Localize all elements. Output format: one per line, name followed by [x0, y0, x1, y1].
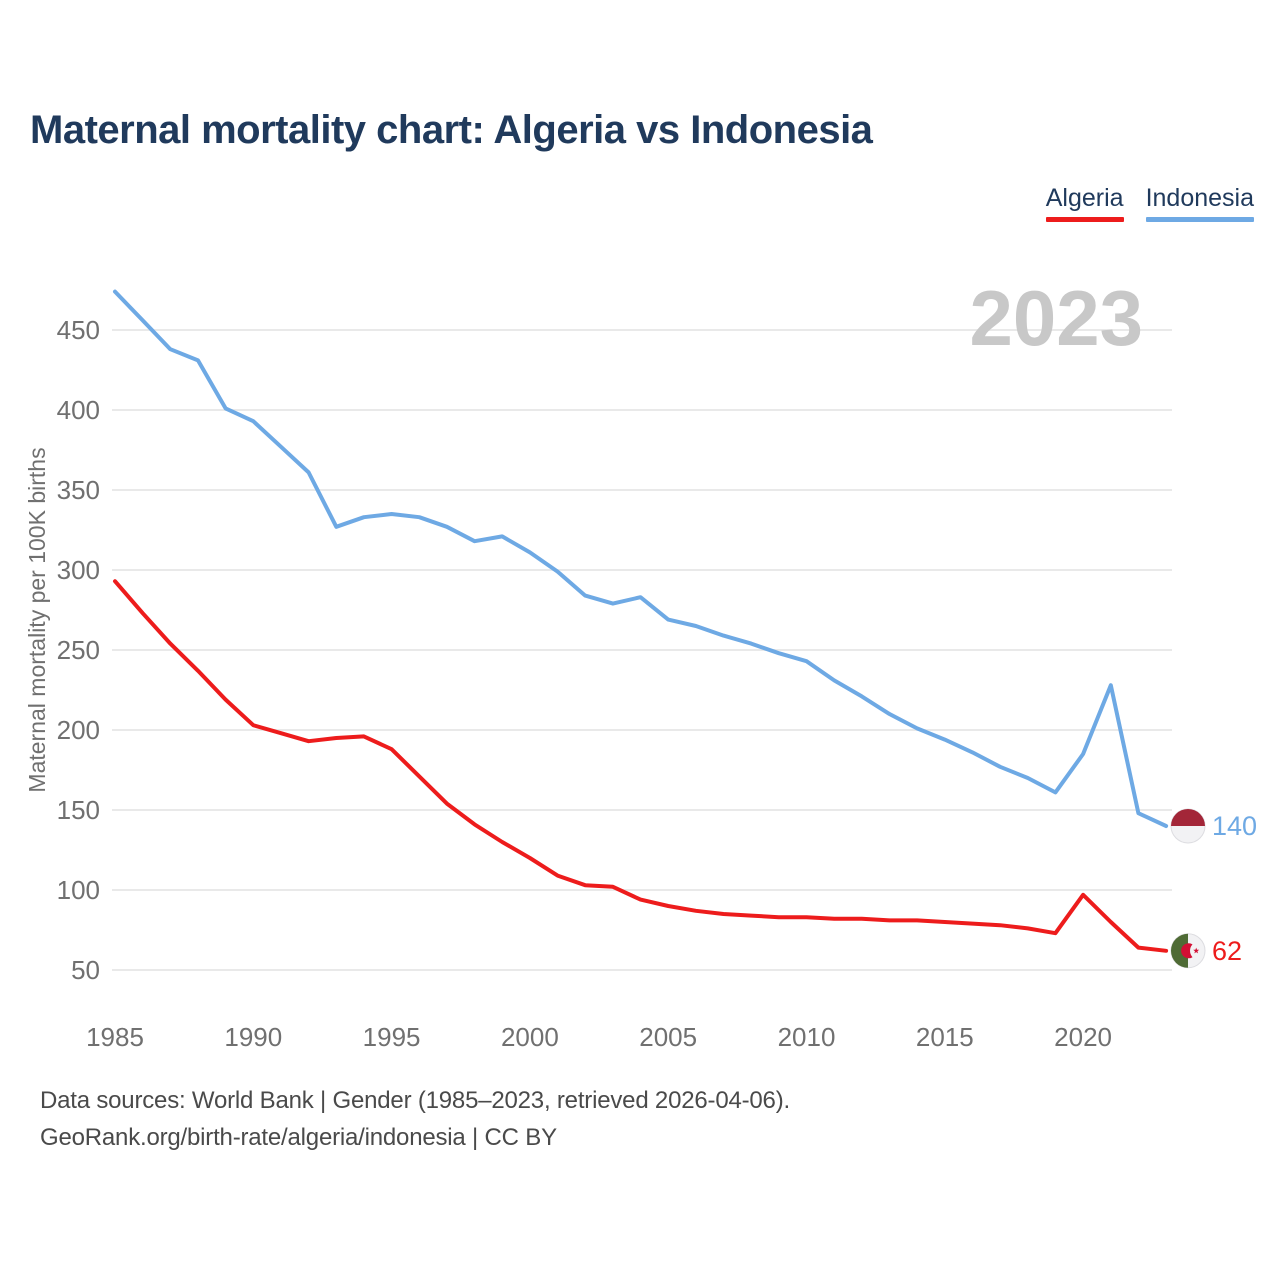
y-tick-label-150: 150 [57, 795, 100, 825]
y-axis-title: Maternal mortality per 100K births [24, 447, 50, 792]
x-tick-label-2020: 2020 [1054, 1022, 1112, 1052]
x-tick-label-1985: 1985 [86, 1022, 144, 1052]
algeria-line [113, 579, 1169, 953]
algeria-flag-crescent [1181, 943, 1193, 959]
indonesia-flag-red-half [1171, 809, 1205, 826]
y-tick-label-350: 350 [57, 475, 100, 505]
y-tick-label-100: 100 [57, 875, 100, 905]
algeria-flag-green-half [1171, 933, 1188, 968]
x-tick-label-2000: 2000 [501, 1022, 559, 1052]
legend-underline-indonesia [1145, 217, 1254, 222]
x-tick-label-2010: 2010 [778, 1022, 836, 1052]
legend: Algeria Indonesia [1045, 184, 1254, 222]
indonesia-line [113, 289, 1169, 828]
indonesia-end-value-label: 140 [1212, 811, 1257, 841]
x-tick-label-2005: 2005 [639, 1022, 697, 1052]
page-title: Maternal mortality chart: Algeria vs Ind… [30, 108, 873, 152]
x-tick-label-2015: 2015 [916, 1022, 974, 1052]
y-tick-label-250: 250 [57, 635, 100, 665]
y-tick-label-300: 300 [57, 555, 100, 585]
data-source-footer: Data sources: World Bank | Gender (1985–… [40, 1082, 790, 1156]
x-tick-label-1995: 1995 [363, 1022, 421, 1052]
algeria-flag-star [1193, 947, 1200, 954]
legend-item-indonesia[interactable]: Indonesia [1145, 184, 1254, 222]
y-tick-label-50: 50 [71, 955, 100, 985]
algeria-end-value-label: 62 [1212, 936, 1242, 966]
legend-underline-algeria [1045, 217, 1124, 222]
watermark-year: 2023 [969, 274, 1143, 362]
legend-label-indonesia: Indonesia [1145, 184, 1254, 212]
footer-attribution-line: GeoRank.org/birth-rate/algeria/indonesia… [40, 1124, 557, 1151]
y-tick-label-200: 200 [57, 715, 100, 745]
x-tick-label-1990: 1990 [224, 1022, 282, 1052]
legend-item-algeria[interactable]: Algeria [1045, 184, 1124, 222]
legend-label-algeria: Algeria [1045, 184, 1124, 212]
footer-sources-line: Data sources: World Bank | Gender (1985–… [40, 1087, 790, 1114]
y-tick-label-450: 450 [57, 315, 100, 345]
y-tick-label-400: 400 [57, 395, 100, 425]
